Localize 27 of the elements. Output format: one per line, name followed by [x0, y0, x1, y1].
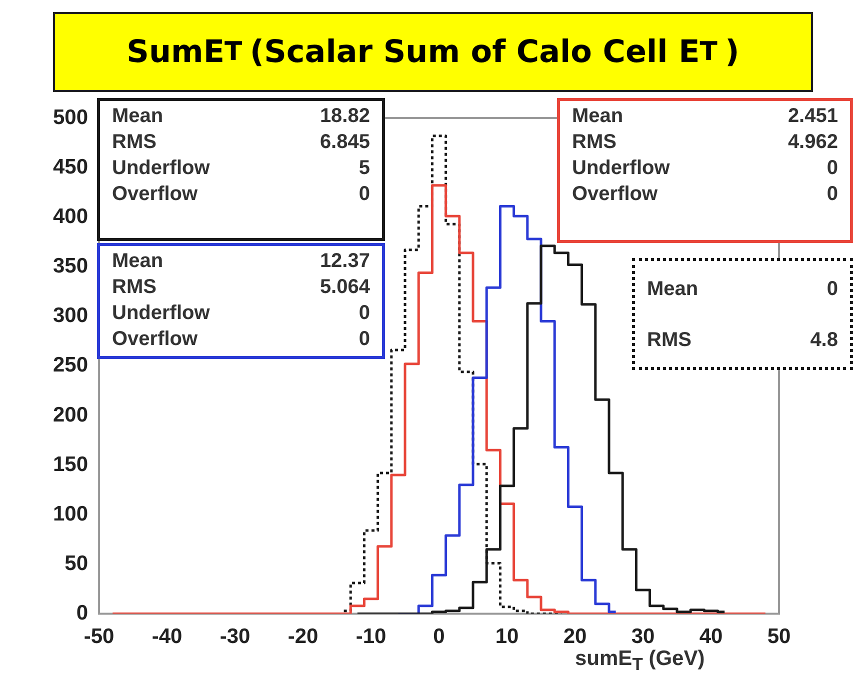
x-tick-label: 20	[563, 625, 587, 648]
text: Mean 2.451 RMS 4.962 Underflow 0 Overflow 0	[572, 105, 838, 205]
x-tick-label: 50	[767, 625, 791, 648]
y-tick-label: 100	[52, 502, 88, 526]
y-tick-label: 400	[52, 204, 88, 228]
y-tick-label: 450	[52, 155, 88, 178]
y-tick-label: 0	[76, 602, 88, 625]
y-tick-label: 200	[52, 403, 88, 426]
x-tick-label: -40	[152, 625, 182, 648]
y-tick-label: 150	[52, 452, 88, 476]
text: Mean 12.37 RMS 5.064 Underflow 0 Overflow 0	[112, 250, 370, 350]
x-axis-title: sumE$_{T}$ (GeV)	[575, 647, 705, 676]
text: Mean 0 RMS 4.8	[647, 278, 838, 350]
x-tick-label: 10	[495, 625, 519, 648]
x-tick-label: 30	[631, 625, 655, 648]
y-tick-label: 300	[52, 304, 88, 328]
y-tick-label: 50	[64, 552, 88, 576]
y-tick-label: 350	[52, 254, 88, 278]
y-tick-label: 250	[52, 354, 88, 377]
x-tick-label: -50	[84, 625, 114, 648]
text: Mean 18.82 RMS 6.845 Underflow 5 Overflow 0	[112, 105, 370, 205]
x-tick-label: -10	[356, 625, 386, 648]
y-tick-label: 500	[52, 106, 88, 129]
x-tick-label: -20	[288, 625, 318, 648]
x-tick-label: -30	[220, 625, 250, 648]
x-tick-label: 40	[699, 625, 723, 648]
x-tick-label: 0	[433, 625, 445, 648]
